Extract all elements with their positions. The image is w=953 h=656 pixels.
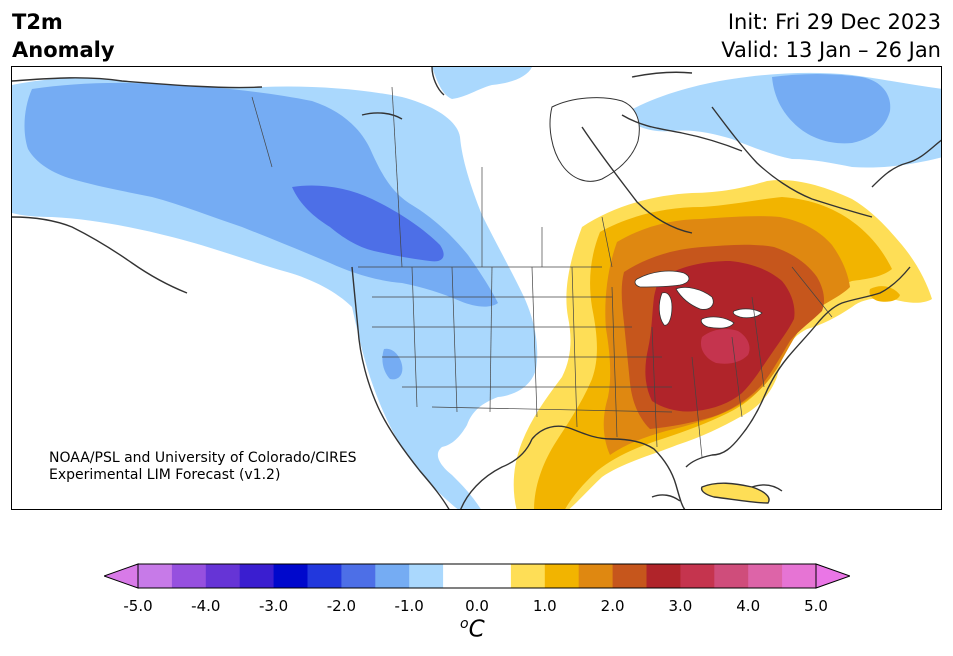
colorbar bbox=[104, 563, 850, 589]
great-lakes bbox=[634, 270, 763, 329]
title-line-2: Anomaly bbox=[12, 38, 115, 62]
colorbar-tick-label: 1.0 bbox=[532, 597, 557, 615]
unit-celsius: C bbox=[468, 616, 485, 643]
colorbar-tick-label: 2.0 bbox=[600, 597, 625, 615]
anomaly-map bbox=[11, 66, 942, 510]
colorbar-tick-label: 4.0 bbox=[736, 597, 761, 615]
colorbar-segment bbox=[680, 564, 715, 588]
state-borders bbox=[251, 86, 833, 458]
colorbar-segment bbox=[510, 564, 546, 588]
cold-anomaly-light-north bbox=[432, 67, 532, 99]
colorbar-tick-label: 0.0 bbox=[465, 597, 489, 615]
colorbar-segment bbox=[171, 564, 207, 588]
colorbar-segment bbox=[409, 564, 444, 588]
colorbar-over-arrow bbox=[815, 563, 850, 589]
colorbar-segment bbox=[341, 564, 376, 588]
colorbar-tick-label: -5.0 bbox=[123, 597, 153, 615]
colorbar-tick-label: 5.0 bbox=[804, 597, 828, 615]
init-date: Init: Fri 29 Dec 2023 bbox=[727, 10, 941, 34]
colorbar-segment bbox=[375, 564, 410, 588]
warm-anomaly-atlantic-canada bbox=[869, 286, 900, 302]
title-line-1: T2m bbox=[12, 10, 63, 34]
colorbar-segment bbox=[239, 564, 275, 588]
colorbar-outline bbox=[137, 563, 817, 589]
coastlines bbox=[12, 67, 941, 509]
hudson-bay bbox=[549, 97, 640, 182]
credit-line-1: NOAA/PSL and University of Colorado/CIRE… bbox=[49, 450, 357, 466]
colorbar-segment bbox=[714, 564, 749, 588]
colorbar-segment bbox=[748, 564, 783, 588]
colorbar-segment bbox=[138, 564, 173, 588]
forecast-dates: Init: Fri 29 Dec 2023 Valid: 13 Jan – 26… bbox=[721, 8, 941, 64]
colorbar-segment bbox=[612, 564, 647, 588]
colorbar-segment bbox=[782, 564, 817, 588]
colorbar-segments bbox=[138, 564, 817, 588]
colorbar-segment bbox=[477, 564, 512, 588]
colorbar-segment bbox=[544, 564, 580, 588]
unit-degree: o bbox=[460, 616, 469, 632]
credit-line-2: Experimental LIM Forecast (v1.2) bbox=[49, 467, 281, 483]
credit-text: NOAA/PSL and University of Colorado/CIRE… bbox=[49, 450, 357, 484]
colorbar-tick-label: -4.0 bbox=[191, 597, 221, 615]
colorbar-tick-label: 3.0 bbox=[668, 597, 693, 615]
colorbar-segment bbox=[646, 564, 681, 588]
colorbar-tick-label: -2.0 bbox=[326, 597, 357, 615]
map-title: T2m Anomaly bbox=[12, 8, 115, 64]
cold-anomaly-medium-west-coast bbox=[382, 348, 403, 380]
warm-anomaly-peak bbox=[700, 329, 750, 364]
colorbar-under-arrow bbox=[104, 563, 139, 589]
cold-anomaly-strong-canada bbox=[292, 185, 444, 262]
valid-range: Valid: 13 Jan – 26 Jan bbox=[721, 38, 941, 62]
colorbar-ticks: -5.0 -4.0 -3.0 -2.0 -1.0 0.0 1.0 2.0 3.0 4.0 5.0 bbox=[0, 597, 953, 617]
cold-anomaly-medium-greenland bbox=[772, 74, 891, 144]
warm-anomaly-cuba bbox=[701, 483, 770, 503]
colorbar-tick-label: -3.0 bbox=[258, 597, 289, 615]
colorbar-unit: oC bbox=[460, 616, 485, 643]
colorbar-segment bbox=[205, 564, 241, 588]
colorbar-segment bbox=[273, 564, 308, 588]
colorbar-segment bbox=[443, 564, 478, 588]
colorbar-tick-label: -1.0 bbox=[394, 597, 424, 615]
colorbar-segment bbox=[307, 564, 342, 588]
map-svg bbox=[12, 67, 941, 509]
colorbar-segment bbox=[578, 564, 614, 588]
